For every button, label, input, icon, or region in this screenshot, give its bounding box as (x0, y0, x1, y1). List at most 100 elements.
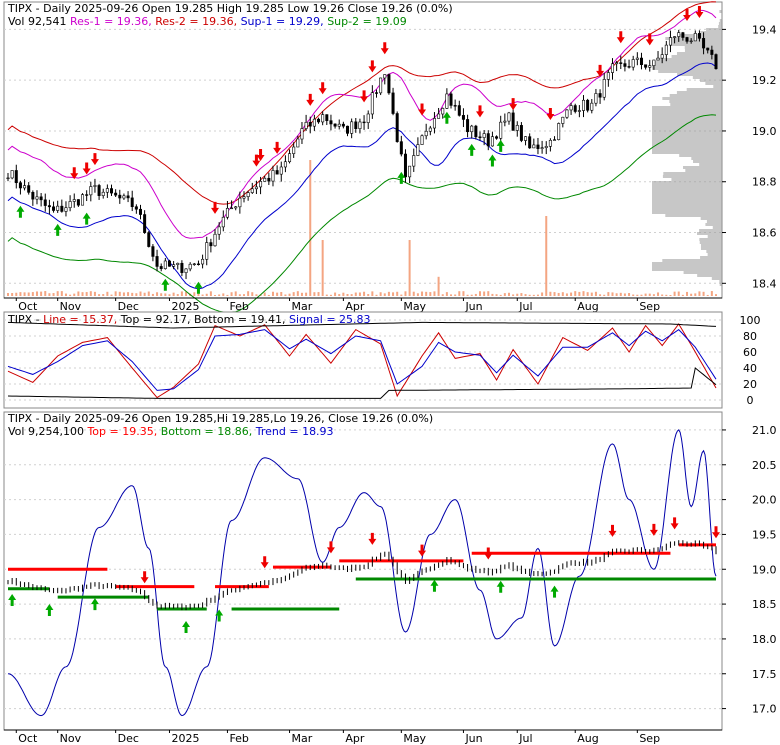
stochastic-panel-legend: TIPX - Line = 15.37, Top = 92.17, Bottom… (7, 313, 371, 326)
volume-bar (338, 294, 341, 296)
price-candle-body (134, 206, 138, 210)
volume-bar (284, 294, 287, 296)
price-candle-body (192, 263, 196, 265)
volume-profile-bar (669, 94, 722, 97)
volume-profile-bar (665, 37, 722, 40)
volume-bar (599, 294, 602, 296)
x-tick-label: Mar (292, 300, 313, 313)
volume-bar (503, 293, 506, 296)
price-candle-body (138, 208, 142, 215)
price-candle-body (354, 121, 358, 130)
x-tick-label: Aug (577, 732, 598, 745)
price-candle-body (470, 125, 474, 133)
volume-bar (636, 294, 639, 296)
volume-profile-bar (652, 133, 722, 136)
price-candle-body (196, 263, 200, 265)
volume-bar (396, 291, 399, 296)
volume-bar (470, 294, 473, 296)
volume-profile-bar (652, 196, 722, 199)
price-candle-body (60, 205, 64, 212)
volume-profile-bar (700, 79, 722, 82)
price-candle-body (205, 242, 209, 260)
x-tick-label: Jun (464, 732, 482, 745)
volume-profile-bar (652, 118, 722, 121)
price-candle-body (577, 110, 581, 112)
volume-bar (201, 294, 204, 296)
trend-tick-label: 17.5 (752, 668, 777, 681)
volume-bar (147, 291, 150, 296)
volume-bar (193, 292, 196, 296)
price-candle-body (387, 74, 391, 94)
x-tick-label: Dec (118, 300, 139, 313)
price-candle-body (317, 118, 321, 123)
x-tick-label: May (403, 732, 426, 745)
price-candle-body (615, 62, 619, 65)
trend-panel: 17.0 17.5 18.0 18.5 19.0 19.5 20.0 20.5 21.0 TIP… (3, 411, 777, 731)
price-tick-label: 18.4 (752, 277, 777, 290)
volume-profile-bar (652, 124, 722, 127)
price-candle-body (163, 260, 167, 269)
price-candle-body (619, 62, 623, 64)
volume-bar (98, 294, 101, 296)
volume-bar (135, 293, 138, 296)
volume-bar (661, 294, 664, 296)
volume-bar (437, 276, 440, 296)
volume-bar (288, 293, 291, 296)
volume-bar (594, 291, 597, 296)
volume-bar (292, 292, 295, 296)
volume-profile-bar (652, 145, 722, 148)
price-candle-body (656, 57, 660, 61)
volume-bar (710, 291, 713, 296)
volume-bar (110, 294, 113, 296)
price-candle-body (110, 188, 114, 194)
trend-buy-arrow-icon (496, 580, 505, 593)
price-candle-body (548, 139, 552, 147)
x-tick-label: Oct (18, 300, 38, 313)
price-candle-body (644, 64, 648, 68)
volume-bar (541, 292, 544, 296)
x-tick-label: Sep (639, 300, 660, 313)
x-tick-label: Jun (464, 300, 482, 313)
volume-bar (238, 294, 241, 296)
price-candle-body (23, 185, 27, 189)
sell-arrow-icon (256, 149, 265, 162)
volume-bar (160, 293, 163, 296)
x-tick-label: Apr (345, 732, 365, 745)
stoch-signal-line (7, 328, 717, 391)
price-candle-body (399, 141, 403, 155)
volume-bar (483, 291, 486, 296)
stoch-tick-label: 80 (743, 330, 757, 343)
price-candle-body (437, 113, 441, 119)
price-candle-body (528, 136, 532, 149)
price-candle-body (263, 177, 267, 182)
volume-bar (640, 294, 643, 296)
sell-arrow-icon (318, 82, 327, 95)
trend-buy-arrow-icon (182, 621, 191, 634)
volume-bar (300, 292, 303, 296)
volume-bar (400, 294, 403, 296)
trend-buy-arrow-icon (8, 594, 17, 607)
stoch-top-line (7, 321, 717, 329)
x-tick-label: Apr (345, 300, 365, 313)
volume-profile-bar (652, 262, 722, 265)
volume-profile-bar (719, 280, 722, 283)
volume-bar (77, 291, 80, 296)
price-candle-body (515, 125, 519, 131)
price-candle-body (689, 40, 693, 43)
volume-bar (73, 293, 76, 296)
x-tick-label: Nov (60, 732, 82, 745)
volume-profile-bar (685, 169, 722, 172)
price-candle-body (474, 125, 478, 138)
volume-bar (425, 291, 428, 296)
volume-bar (578, 291, 581, 296)
volume-bar (590, 292, 593, 296)
price-candle-body (366, 113, 370, 123)
volume-profile-bar (652, 61, 722, 64)
sell-arrow-icon (306, 93, 315, 106)
volume-bar (416, 293, 419, 296)
price-candle-body (631, 59, 635, 68)
price-candle-body (495, 136, 499, 139)
price-candle-body (668, 37, 672, 46)
price-candle-body (714, 54, 718, 70)
